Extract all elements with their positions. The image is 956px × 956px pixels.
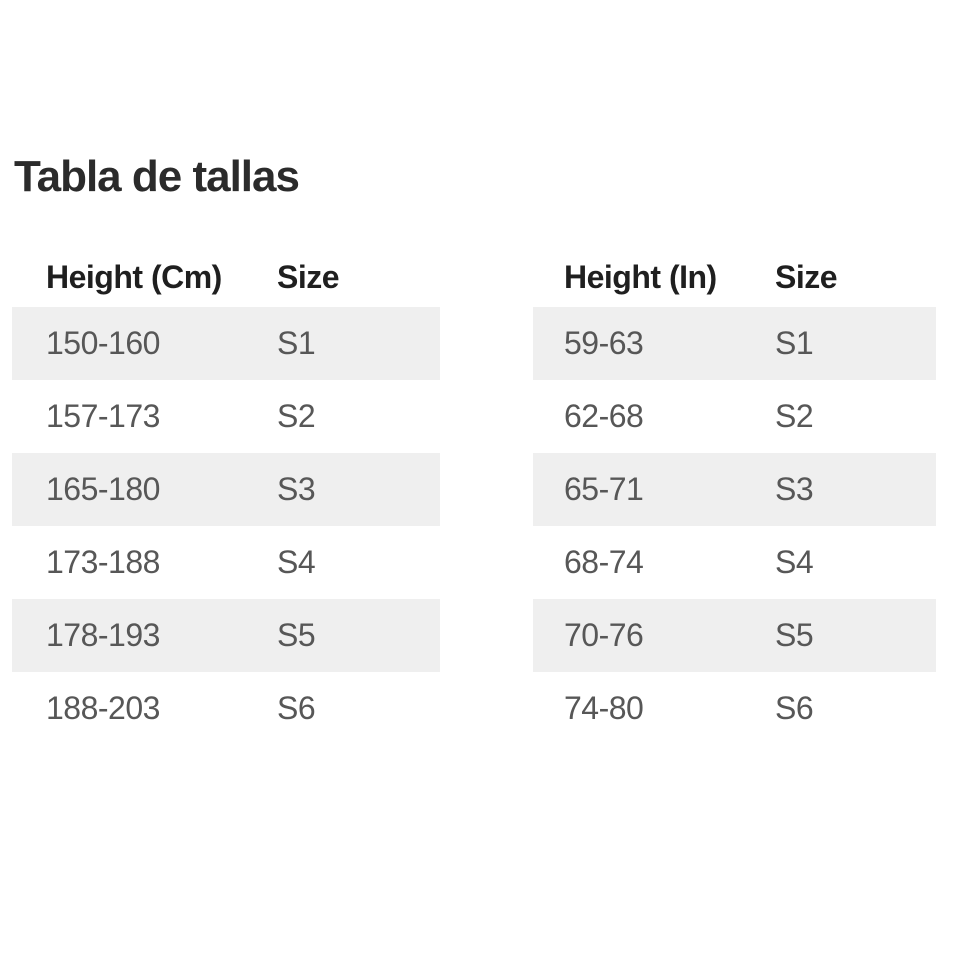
table-row: 157-173 S2 bbox=[12, 380, 440, 453]
table-header-row: Height (Cm) Size bbox=[12, 247, 440, 307]
table-row: 70-76 S5 bbox=[533, 599, 936, 672]
table-row: 178-193 S5 bbox=[12, 599, 440, 672]
size-cell: S4 bbox=[277, 544, 316, 580]
size-cell: S5 bbox=[775, 617, 814, 653]
height-range-cell: 74-80 bbox=[564, 690, 644, 726]
height-range-cell: 68-74 bbox=[564, 544, 644, 580]
height-range-cell: 165-180 bbox=[46, 471, 160, 507]
size-cell: S6 bbox=[277, 690, 316, 726]
table-row: 150-160 S1 bbox=[12, 307, 440, 380]
table-row: 59-63 S1 bbox=[533, 307, 936, 380]
table-row: 65-71 S3 bbox=[533, 453, 936, 526]
height-range-cell: 65-71 bbox=[564, 471, 644, 507]
size-cell: S1 bbox=[277, 325, 316, 361]
height-range-cell: 59-63 bbox=[564, 325, 644, 361]
height-range-cell: 188-203 bbox=[46, 690, 160, 726]
column-header-size: Size bbox=[775, 258, 838, 295]
size-cell: S6 bbox=[775, 690, 814, 726]
size-cell: S3 bbox=[277, 471, 316, 507]
table-row: 74-80 S6 bbox=[533, 672, 936, 745]
size-tables-container: Height (Cm) Size 150-160 S1 157-173 S2 1… bbox=[12, 247, 936, 745]
table-header-row: Height (In) Size bbox=[533, 247, 936, 307]
height-range-cell: 157-173 bbox=[46, 398, 160, 434]
size-cell: S4 bbox=[775, 544, 814, 580]
column-header-height-in: Height (In) bbox=[564, 258, 717, 295]
height-range-cell: 178-193 bbox=[46, 617, 160, 653]
table-row: 188-203 S6 bbox=[12, 672, 440, 745]
column-header-size: Size bbox=[277, 258, 340, 295]
table-row: 165-180 S3 bbox=[12, 453, 440, 526]
size-cell: S5 bbox=[277, 617, 316, 653]
size-cell: S2 bbox=[277, 398, 316, 434]
table-row: 173-188 S4 bbox=[12, 526, 440, 599]
height-range-cell: 150-160 bbox=[46, 325, 160, 361]
size-cell: S3 bbox=[775, 471, 814, 507]
size-table-cm: Height (Cm) Size 150-160 S1 157-173 S2 1… bbox=[12, 247, 440, 745]
height-range-cell: 62-68 bbox=[564, 398, 644, 434]
column-header-height-cm: Height (Cm) bbox=[46, 258, 222, 295]
height-range-cell: 70-76 bbox=[564, 617, 644, 653]
page-title: Tabla de tallas bbox=[14, 152, 300, 201]
height-range-cell: 173-188 bbox=[46, 544, 160, 580]
size-table-in: Height (In) Size 59-63 S1 62-68 S2 65-71… bbox=[533, 247, 936, 745]
size-cell: S1 bbox=[775, 325, 814, 361]
table-row: 62-68 S2 bbox=[533, 380, 936, 453]
size-cell: S2 bbox=[775, 398, 814, 434]
table-row: 68-74 S4 bbox=[533, 526, 936, 599]
